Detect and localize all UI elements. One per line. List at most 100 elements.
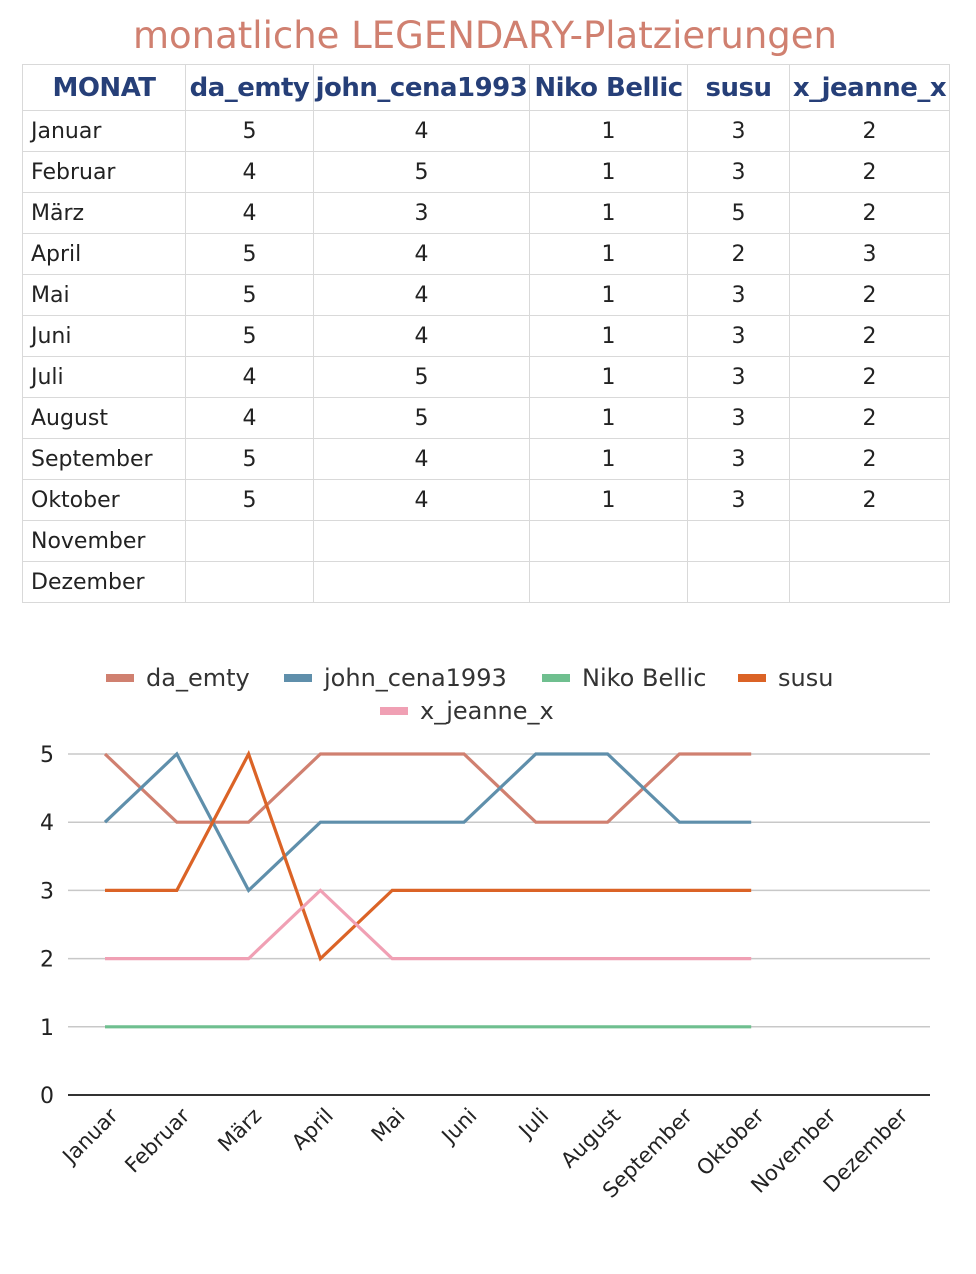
rank-cell: 4 — [313, 438, 530, 480]
rank-cell: 3 — [687, 479, 790, 521]
rank-cell: 4 — [185, 397, 314, 439]
rank-cell: 1 — [529, 233, 688, 275]
legend-label: x_jeanne_x — [420, 697, 554, 725]
line-chart: da_emty john_cena1993 Niko Bellic susu x_jea… — [40, 664, 930, 1203]
rank-cell — [789, 520, 950, 562]
rank-cell: 1 — [529, 315, 688, 357]
data-table: MONAT da_emty john_cena1993 Niko Bellic susu… — [22, 64, 950, 603]
table-row: März 4 3 1 5 2 — [22, 192, 950, 234]
month-cell: Januar — [22, 110, 186, 152]
rank-cell: 5 — [185, 479, 314, 521]
rank-cell: 5 — [313, 356, 530, 398]
header-player: Niko Bellic — [529, 64, 688, 111]
rank-cell — [529, 520, 688, 562]
rank-cell: 2 — [789, 479, 950, 521]
chart-series — [103, 750, 752, 1029]
table-row: April 5 4 1 2 3 — [22, 233, 950, 275]
rank-cell: 5 — [185, 315, 314, 357]
month-cell: März — [22, 192, 186, 234]
rank-cell: 2 — [789, 151, 950, 193]
table-header-row: MONAT da_emty john_cena1993 Niko Bellic susu… — [22, 64, 950, 111]
header-player: x_jeanne_x — [789, 64, 950, 111]
rank-cell — [313, 520, 530, 562]
month-cell: Dezember — [22, 561, 186, 603]
table-row: Januar 5 4 1 3 2 — [22, 110, 950, 152]
month-cell: November — [22, 520, 186, 562]
rank-cell — [789, 561, 950, 603]
x-tick-label: August — [556, 1104, 625, 1173]
y-tick-label: 1 — [40, 1016, 54, 1041]
rank-cell — [687, 520, 790, 562]
rank-cell: 3 — [687, 315, 790, 357]
rank-cell: 2 — [687, 233, 790, 275]
y-tick-label: 3 — [40, 879, 54, 904]
rank-cell: 1 — [529, 438, 688, 480]
header-player: john_cena1993 — [313, 64, 530, 111]
rank-cell: 2 — [789, 438, 950, 480]
rank-cell — [687, 561, 790, 603]
month-cell: Oktober — [22, 479, 186, 521]
month-cell: April — [22, 233, 186, 275]
rank-cell: 3 — [687, 356, 790, 398]
series-line — [103, 752, 752, 824]
rank-cell: 1 — [529, 274, 688, 316]
rank-cell: 2 — [789, 274, 950, 316]
rank-cell — [313, 561, 530, 603]
table-row: August 4 5 1 3 2 — [22, 397, 950, 439]
rank-cell: 4 — [313, 274, 530, 316]
rank-cell: 2 — [789, 315, 950, 357]
month-cell: Juli — [22, 356, 186, 398]
rank-cell: 5 — [185, 274, 314, 316]
rank-cell: 4 — [185, 151, 314, 193]
y-tick-label: 2 — [40, 948, 54, 973]
x-tick-label: Juli — [513, 1104, 553, 1144]
rank-cell: 3 — [687, 110, 790, 152]
x-tick-label: März — [213, 1104, 266, 1157]
table-row: Dezember — [22, 561, 950, 603]
rank-cell: 1 — [529, 397, 688, 439]
x-tick-label: Februar — [120, 1103, 194, 1177]
rank-cell: 5 — [313, 151, 530, 193]
rank-cell: 1 — [529, 151, 688, 193]
rank-cell: 5 — [185, 110, 314, 152]
header-player: da_emty — [185, 64, 314, 111]
table-row: September 5 4 1 3 2 — [22, 438, 950, 480]
series-line — [105, 888, 752, 961]
month-cell: Juni — [22, 315, 186, 357]
rank-cell: 3 — [687, 151, 790, 193]
x-tick-label: April — [287, 1104, 338, 1155]
rank-cell: 1 — [529, 356, 688, 398]
table-row: Oktober 5 4 1 3 2 — [22, 479, 950, 521]
month-cell: August — [22, 397, 186, 439]
rank-cell: 2 — [789, 397, 950, 439]
series-line — [105, 750, 752, 962]
rank-cell: 4 — [185, 356, 314, 398]
legend-label: john_cena1993 — [323, 664, 507, 692]
y-tick-label: 4 — [40, 811, 54, 836]
rank-cell: 3 — [687, 274, 790, 316]
rank-cell — [185, 561, 314, 603]
rank-cell: 5 — [185, 438, 314, 480]
header-month: MONAT — [22, 64, 186, 111]
rank-cell: 5 — [313, 397, 530, 439]
rank-cell: 3 — [789, 233, 950, 275]
x-tick-label: Juni — [436, 1104, 482, 1150]
month-cell: Februar — [22, 151, 186, 193]
legend-label: Niko Bellic — [582, 664, 706, 692]
rank-cell: 4 — [313, 479, 530, 521]
rank-cell: 4 — [313, 110, 530, 152]
table-row: Mai 5 4 1 3 2 — [22, 274, 950, 316]
month-cell: Mai — [22, 274, 186, 316]
rank-cell: 2 — [789, 356, 950, 398]
rank-cell: 3 — [687, 438, 790, 480]
chart-title: monatliche LEGENDARY-Platzierungen — [132, 14, 837, 57]
rank-cell — [185, 520, 314, 562]
rank-cell: 1 — [529, 192, 688, 234]
header-player: susu — [687, 64, 790, 111]
x-tick-label: Mai — [367, 1104, 410, 1147]
rank-cell — [529, 561, 688, 603]
table-row: Juni 5 4 1 3 2 — [22, 315, 950, 357]
y-tick-label: 5 — [40, 743, 54, 768]
y-tick-label: 0 — [40, 1084, 54, 1109]
